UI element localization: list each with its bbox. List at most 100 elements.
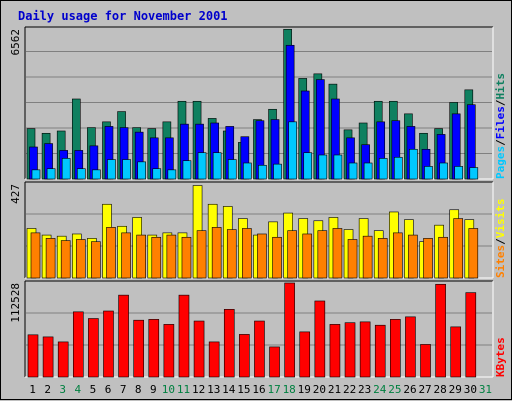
sites-bar <box>257 233 267 279</box>
sites-bar <box>468 228 479 279</box>
pages-bar <box>348 162 358 180</box>
kbytes-bar <box>359 321 371 378</box>
pages-bar <box>454 166 464 180</box>
series-legend-1: Pages/Files/Hits <box>494 73 507 179</box>
sites-bar <box>438 236 448 279</box>
sites-bar <box>45 238 56 279</box>
x-tick-label-day: 24 <box>373 383 387 396</box>
x-tick-label-day: 16 <box>252 383 265 396</box>
x-tick-label-day: 19 <box>298 383 311 396</box>
sites-bar <box>347 239 358 279</box>
pages-bar <box>167 169 177 180</box>
pages-bar <box>439 162 448 180</box>
sites-bar <box>393 232 403 279</box>
kbytes-bar <box>314 300 326 378</box>
legend-separator: / <box>494 99 507 106</box>
sites-bar <box>423 238 433 279</box>
pages-bar <box>197 152 207 180</box>
sites-bar <box>362 235 373 279</box>
kbytes-bar <box>374 324 386 378</box>
kbytes-bar <box>465 292 477 378</box>
legend-separator: / <box>494 238 507 245</box>
x-tick-label-day: 11 <box>177 383 190 396</box>
kbytes-bar <box>193 320 205 378</box>
kbytes-bar <box>269 346 280 378</box>
pages-bar <box>137 161 146 180</box>
x-tick-label-day: 29 <box>449 383 462 396</box>
sites-bar <box>302 233 313 279</box>
series-legend-2: Sites/Visits <box>494 199 507 279</box>
pages-bar <box>318 154 328 180</box>
x-tick-label-day: 10 <box>162 383 175 396</box>
sites-bar <box>91 241 101 279</box>
kbytes-bar <box>103 310 114 378</box>
kbytes-bar <box>420 344 431 378</box>
legend-pages: Pages <box>494 146 507 179</box>
x-tick-label-day: 2 <box>44 383 51 396</box>
x-tick-label-day: 9 <box>150 383 157 396</box>
x-tick-label-day: 17 <box>267 383 280 396</box>
kbytes-bar <box>57 341 69 378</box>
x-tick-label-day: 6 <box>105 383 112 396</box>
x-tick-label-day: 31 <box>479 383 492 396</box>
pages-bar <box>107 159 116 180</box>
sites-bar <box>272 236 282 279</box>
kbytes-bar <box>72 311 84 378</box>
sites-bar <box>196 230 207 279</box>
pages-bar <box>152 168 162 180</box>
pages-bar <box>243 162 252 180</box>
kbytes-bar <box>42 336 54 378</box>
pages-bar <box>31 169 41 180</box>
pages-bar <box>409 148 418 180</box>
kbytes-bar <box>163 324 175 378</box>
pages-bar <box>333 154 343 180</box>
pages-bar <box>76 168 86 180</box>
x-tick-label-day: 26 <box>403 383 416 396</box>
x-tick-label-day: 7 <box>120 383 127 396</box>
pages-bar <box>258 164 267 180</box>
pages-bar <box>92 169 101 180</box>
kbytes-bar <box>405 316 416 378</box>
x-tick-label-day: 28 <box>434 383 447 396</box>
x-tick-label-day: 23 <box>358 383 371 396</box>
x-tick-label-day: 21 <box>328 383 341 396</box>
kbytes-bar <box>148 319 160 378</box>
kbytes-bar <box>133 319 144 378</box>
x-tick-label-day: 18 <box>283 383 296 396</box>
pages-bar <box>273 163 282 180</box>
sites-bar <box>60 240 71 279</box>
sites-bar <box>242 228 252 279</box>
kbytes-bar <box>450 326 462 378</box>
sites-bar <box>211 227 222 279</box>
kbytes-bar <box>239 334 250 378</box>
x-tick-label-day: 8 <box>135 383 142 396</box>
kbytes-bar <box>27 334 39 378</box>
series-legend-3: KBytes <box>494 337 507 377</box>
sites-bar <box>408 234 418 279</box>
sites-bar <box>332 228 343 279</box>
sites-bar <box>30 232 41 279</box>
pages-bar <box>288 121 297 180</box>
x-tick-label-day: 13 <box>207 383 220 396</box>
x-tick-label-day: 4 <box>75 383 82 396</box>
x-tick-label-day: 5 <box>90 383 97 396</box>
kbytes-bar <box>178 294 190 378</box>
sites-bar <box>166 234 177 279</box>
y-max-label-1: 6562 <box>9 29 22 56</box>
x-tick-label-day: 3 <box>59 383 66 396</box>
kbytes-bar <box>284 282 295 378</box>
legend-visits: Visits <box>494 199 507 239</box>
pages-bar <box>394 156 403 180</box>
kbytes-bar <box>344 322 356 378</box>
x-tick-label-day: 20 <box>313 383 326 396</box>
x-tick-label-day: 27 <box>418 383 431 396</box>
x-tick-label-day: 22 <box>343 383 356 396</box>
sites-bar <box>106 227 116 279</box>
pages-bar <box>122 159 131 180</box>
sites-bar <box>377 238 388 279</box>
sites-bar <box>151 236 162 279</box>
legend-kbytes: KBytes <box>494 337 507 377</box>
sites-bar <box>121 232 131 279</box>
